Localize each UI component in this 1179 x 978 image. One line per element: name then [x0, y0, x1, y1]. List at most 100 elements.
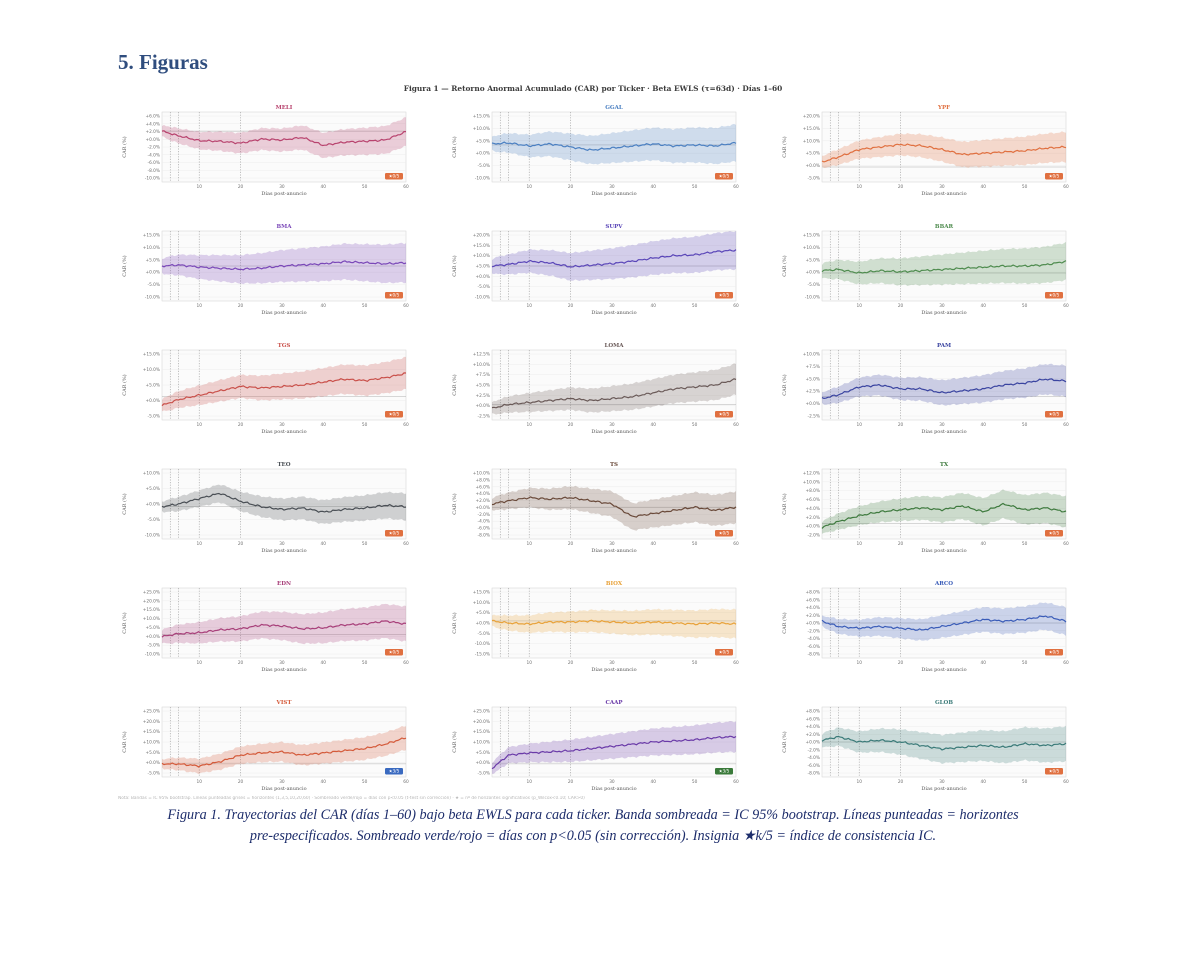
x-tick-label: 30	[939, 541, 945, 547]
consistency-badge	[715, 411, 733, 418]
consistency-badge-label: ★0/5	[719, 531, 730, 536]
y-tick-label: +20.0%	[473, 719, 490, 725]
ci-band	[162, 117, 406, 159]
y-tick-label: -5.0%	[478, 631, 490, 637]
x-tick-label: 30	[939, 422, 945, 428]
y-tick-label: -5.0%	[478, 771, 490, 777]
y-tick-label: -4.0%	[808, 755, 820, 761]
x-tick-label: 20	[568, 422, 574, 428]
figure-note: Nota: Bandas = IC 95% bootstrap. Líneas …	[118, 796, 585, 801]
y-tick-label: +8.0%	[805, 488, 820, 494]
x-tick-label: 20	[238, 660, 244, 666]
car-line	[491, 141, 737, 151]
x-tick-label: 50	[362, 660, 368, 666]
ci-band	[822, 602, 1066, 641]
panel-title: GLOB	[935, 700, 953, 706]
panel-title: BBAR	[935, 224, 954, 230]
consistency-badge	[1045, 292, 1063, 299]
x-tick-label: 20	[898, 541, 904, 547]
y-tick-label: +0.0%	[145, 634, 160, 640]
y-tick-label: -10.0%	[145, 295, 160, 301]
x-tick-label: 60	[733, 541, 739, 547]
y-tick-label: +0.0%	[805, 401, 820, 407]
y-tick-label: -2.5%	[808, 414, 820, 420]
y-tick-label: +2.0%	[145, 129, 160, 135]
x-tick-label: 40	[321, 422, 327, 428]
y-tick-label: -6.0%	[808, 644, 820, 650]
panel-title: LOMA	[604, 343, 624, 349]
y-axis-label: CAR (%)	[451, 136, 458, 157]
consistency-badge-label: ★0/5	[719, 650, 730, 655]
x-axis-label: Días post-anuncio	[921, 309, 966, 316]
x-axis-label: Días post-anuncio	[261, 785, 306, 792]
x-tick-label: 30	[609, 541, 615, 547]
x-tick-label: 40	[981, 660, 987, 666]
y-tick-label: +2.0%	[805, 515, 820, 521]
y-axis-label: CAR (%)	[781, 731, 788, 752]
y-axis-label: CAR (%)	[781, 255, 788, 276]
y-tick-label: +10.0%	[473, 471, 490, 477]
x-tick-label: 30	[609, 779, 615, 785]
x-tick-label: 10	[856, 422, 862, 428]
x-tick-label: 30	[279, 184, 285, 190]
consistency-badge-label: ★0/5	[389, 174, 400, 179]
y-tick-label: +7.5%	[805, 364, 820, 370]
y-tick-label: -10.0%	[145, 533, 160, 539]
consistency-badge	[385, 411, 403, 418]
x-tick-label: 20	[898, 779, 904, 785]
y-tick-label: +10.0%	[803, 138, 820, 144]
x-tick-label: 40	[651, 541, 657, 547]
y-tick-label: -10.0%	[475, 295, 490, 301]
consistency-badge-label: ★0/5	[1049, 174, 1060, 179]
y-tick-label: +2.0%	[475, 498, 490, 504]
y-tick-label: +0.0%	[475, 505, 490, 511]
x-axis-label: Días post-anuncio	[261, 547, 306, 554]
x-tick-label: 20	[568, 660, 574, 666]
x-axis-label: Días post-anuncio	[261, 190, 306, 197]
x-tick-label: 50	[692, 422, 698, 428]
x-tick-label: 60	[733, 303, 739, 309]
x-axis-label: Días post-anuncio	[261, 428, 306, 435]
y-tick-label: -2.0%	[808, 533, 820, 539]
ci-band	[822, 241, 1066, 286]
x-tick-label: 50	[362, 422, 368, 428]
x-tick-label: 40	[651, 303, 657, 309]
x-axis-label: Días post-anuncio	[591, 547, 636, 554]
car-panel-pam: PAM +10.0% +7.5% +5.0% +2.5% +0.0% -2.5% 10 20 30…	[781, 343, 1069, 435]
x-axis-label: Días post-anuncio	[921, 428, 966, 435]
y-tick-label: -5.0%	[478, 163, 490, 169]
x-tick-label: 30	[279, 541, 285, 547]
y-tick-label: +0.0%	[145, 760, 160, 766]
y-tick-label: +0.0%	[805, 270, 820, 276]
panel-title: SUPV	[605, 224, 623, 230]
x-tick-label: 10	[856, 660, 862, 666]
car-line	[491, 619, 737, 626]
x-tick-label: 10	[196, 184, 202, 190]
x-tick-label: 40	[981, 779, 987, 785]
x-tick-label: 20	[898, 660, 904, 666]
y-tick-label: +15.0%	[143, 607, 160, 613]
y-tick-label: +5.0%	[475, 138, 490, 144]
y-tick-label: -10.0%	[145, 652, 160, 658]
y-tick-label: +15.0%	[803, 126, 820, 132]
y-tick-label: +10.0%	[803, 479, 820, 485]
y-tick-label: +15.0%	[143, 729, 160, 735]
y-tick-label: -5.0%	[148, 517, 160, 523]
y-tick-label: -5.0%	[478, 284, 490, 290]
consistency-badge-label: ★0/5	[1049, 531, 1060, 536]
x-tick-label: 40	[321, 779, 327, 785]
y-tick-label: +4.0%	[805, 605, 820, 611]
y-axis-label: CAR (%)	[121, 136, 128, 157]
ci-band	[822, 489, 1066, 534]
consistency-badge-label: ★0/5	[389, 531, 400, 536]
y-tick-label: +12.0%	[803, 471, 820, 477]
x-tick-label: 10	[856, 779, 862, 785]
y-tick-label: -15.0%	[475, 652, 490, 658]
consistency-badge	[1045, 530, 1063, 537]
consistency-badge-label: ★0/5	[389, 293, 400, 298]
x-tick-label: 10	[196, 541, 202, 547]
y-tick-label: +5.0%	[805, 257, 820, 263]
y-tick-label: +0.0%	[145, 137, 160, 143]
y-tick-label: +4.0%	[145, 121, 160, 127]
x-tick-label: 50	[362, 541, 368, 547]
